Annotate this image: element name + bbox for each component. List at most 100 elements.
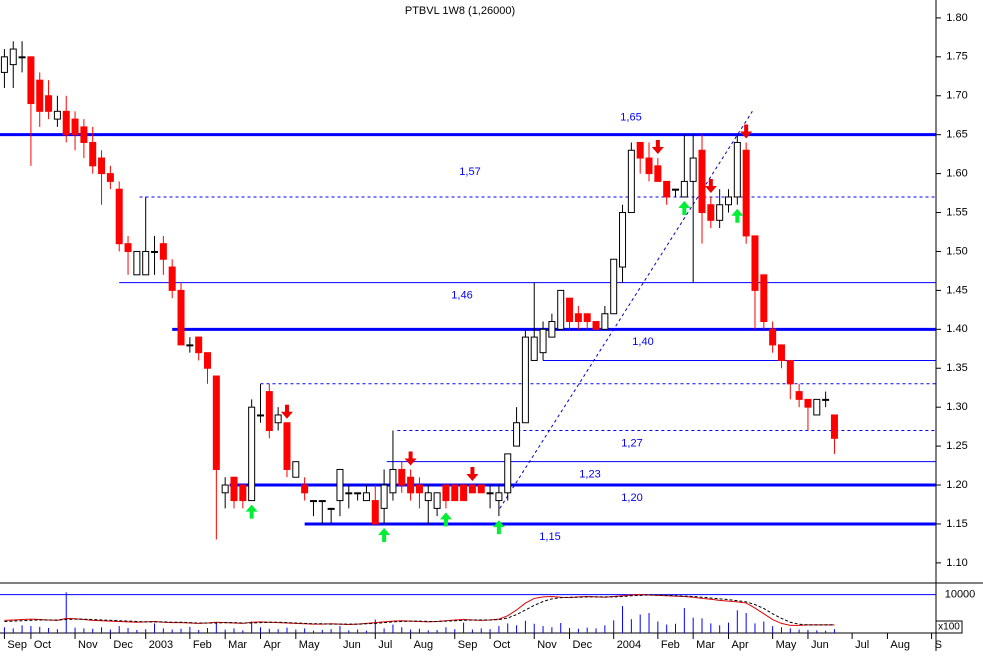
x-tick-label: Dec [113,639,133,651]
candle-body [557,289,565,330]
candle-body [769,328,777,346]
level-label: 1,27 [621,437,642,449]
level-label: 1,46 [451,290,472,302]
level-label: 1,40 [632,336,653,348]
candle-body [80,126,88,143]
candle-body [124,243,132,252]
chart-title: PTBVL 1W8 (1,26000) [405,5,515,17]
candle-body [221,484,229,494]
candle-body [627,149,635,214]
candle-body [451,484,459,502]
candle-body [371,500,379,525]
candle-body [619,212,627,268]
candle-body [362,492,370,502]
candle-body [530,336,538,361]
buy-arrow [378,527,391,542]
candle-body [424,492,432,502]
x-tick-label: May [299,639,320,651]
candle-body [115,188,123,245]
candle-body [53,110,61,120]
x-tick-label: Jun [811,639,829,651]
level-label: 1,57 [459,166,480,178]
candle-body [98,157,106,175]
x-tick-label: Jun [343,639,361,651]
candle-body [168,266,176,291]
candle-body [460,484,468,502]
buy-arrow [678,200,691,215]
candle-body [309,500,317,503]
candle-body [504,453,512,494]
candle-body [804,398,812,408]
x-tick-label: Jul [855,639,869,651]
candle-body [292,461,300,478]
buy-arrow [245,504,258,519]
volume-tick-label: 10000 [945,589,976,601]
candle-body [62,110,70,136]
candle-body [610,258,618,315]
x-tick-label: Mar [228,639,247,651]
candle-body [795,391,803,400]
candle-body [698,149,706,214]
candle-body [539,328,547,354]
x-tick-label: Sep [458,639,478,651]
candle-body [407,476,415,494]
candle-body [195,336,203,354]
candle-body [18,56,26,59]
sell-arrow [651,140,664,155]
candle-body [663,180,671,198]
y-tick-label: 1.80 [946,12,967,24]
candle-body [239,484,247,502]
x-tick-label: Jul [378,639,392,651]
candle-body [733,141,741,198]
candle-body [177,289,185,346]
candle-body [672,188,680,191]
x-tick-label: Feb [193,639,212,651]
candle-body [583,313,591,323]
candle-body [760,274,768,323]
level-label: 1,20 [621,492,642,504]
y-tick-label: 1.20 [946,479,967,491]
y-tick-label: 1.45 [946,284,967,296]
volume-average [4,594,835,626]
x-tick-label: S [935,639,942,651]
candle-body [318,500,326,503]
sell-arrow [704,178,717,193]
candle-body [204,352,212,369]
candle-body [442,484,450,502]
candle-body [248,406,256,502]
candle-body [106,173,114,182]
x-tick-label: Feb [661,639,680,651]
candle-body [433,492,441,509]
candle-body [716,204,724,221]
candle-body [186,344,194,347]
sell-arrow [404,451,417,466]
x-tick-label: Dec [573,639,593,651]
buy-arrow [731,208,744,223]
candle-body [283,422,291,470]
candle-body [468,484,476,494]
x-tick-label: 2004 [617,639,641,651]
candle-body [813,398,821,416]
candle-body [71,118,79,136]
candle-body [265,391,273,432]
y-tick-label: 1.55 [946,206,967,218]
x-tick-label: May [776,639,797,651]
candle-body [274,414,282,424]
candle-body [574,313,582,323]
candle-body [380,484,388,509]
sell-arrow [280,404,293,419]
x-tick-label: Apr [731,639,748,651]
candle-body [133,250,141,276]
candle-body [142,250,150,276]
candle-body [636,141,644,159]
candle-body [495,492,503,502]
candle-body [689,157,697,182]
volume-unit: x100 [938,622,960,633]
candle-body [27,56,35,105]
candle-body [777,344,785,361]
y-tick-label: 1.75 [946,51,967,63]
y-tick-label: 1.10 [946,557,967,569]
candle-body [230,476,238,502]
